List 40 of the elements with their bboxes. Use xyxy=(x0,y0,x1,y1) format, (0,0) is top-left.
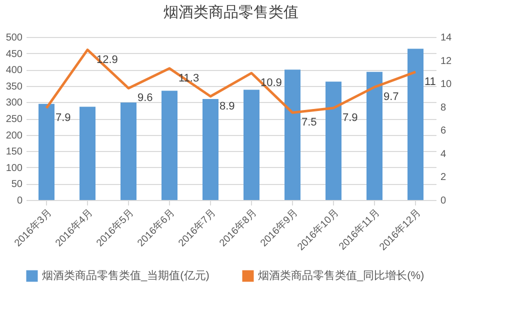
bar xyxy=(244,90,260,200)
data-label: 7.9 xyxy=(342,112,358,124)
line-series xyxy=(45,48,417,114)
y-tick-label: 50 xyxy=(11,179,23,190)
data-label: 7.9 xyxy=(56,112,71,124)
y-tick-label: 300 xyxy=(6,98,23,109)
y-tick-label: 250 xyxy=(6,114,23,125)
y2-tick-label: 10 xyxy=(440,79,452,90)
y2-tick-label: 4 xyxy=(440,148,446,160)
data-label: 9.7 xyxy=(384,91,399,104)
y2-tick-label: 8 xyxy=(440,102,446,114)
bar xyxy=(284,70,300,200)
y2-tick-label: 14 xyxy=(440,32,452,44)
y-tick-label: 150 xyxy=(6,146,23,158)
bar xyxy=(80,106,96,200)
data-label: 7.5 xyxy=(302,116,317,129)
y-tick-label: 500 xyxy=(6,32,23,44)
y-tick-label: 100 xyxy=(6,162,23,174)
bar xyxy=(162,90,178,200)
legend-label: 烟酒类商品零售类值_当期值(亿元) xyxy=(42,269,210,282)
bar xyxy=(326,82,342,200)
bar xyxy=(38,104,54,200)
bar xyxy=(408,48,424,200)
data-label: 8.9 xyxy=(220,100,235,112)
y-tick-label: 450 xyxy=(6,48,23,60)
y-tick-label: 200 xyxy=(6,130,23,142)
data-label: 9.6 xyxy=(138,92,153,104)
bar xyxy=(366,72,382,200)
y2-tick-label: 2 xyxy=(440,172,446,184)
chart-title: 烟酒类商品零售类值 xyxy=(164,4,298,21)
y2-tick-label: 0 xyxy=(440,196,446,206)
y2-tick-label: 6 xyxy=(440,126,446,137)
legend-label: 烟酒类商品零售类值_同比增长(%) xyxy=(258,269,424,282)
bar xyxy=(120,102,136,200)
y-tick-label: 0 xyxy=(16,196,23,206)
y-tick-label: 400 xyxy=(6,65,23,76)
data-label: 11 xyxy=(424,76,436,88)
y-tick-label: 350 xyxy=(6,81,23,92)
bar xyxy=(202,98,218,200)
y2-tick-label: 12 xyxy=(440,56,452,67)
